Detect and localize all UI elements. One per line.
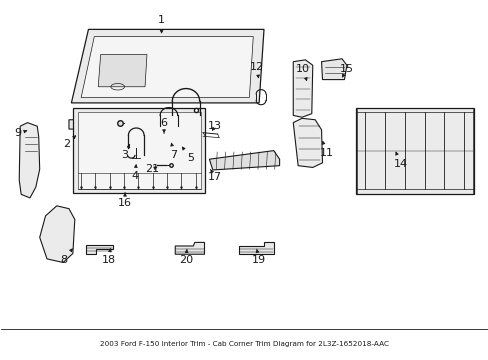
Text: 4: 4 bbox=[131, 165, 138, 181]
Text: 19: 19 bbox=[251, 249, 265, 265]
Polygon shape bbox=[19, 123, 40, 198]
Text: 13: 13 bbox=[208, 121, 222, 131]
Text: 14: 14 bbox=[393, 152, 407, 169]
Polygon shape bbox=[78, 112, 200, 189]
Polygon shape bbox=[40, 206, 75, 262]
Polygon shape bbox=[98, 54, 147, 87]
Text: 6: 6 bbox=[160, 118, 167, 133]
Polygon shape bbox=[86, 245, 113, 253]
Text: 2: 2 bbox=[63, 136, 76, 149]
Text: 20: 20 bbox=[179, 249, 193, 265]
Polygon shape bbox=[321, 59, 346, 80]
Text: 3: 3 bbox=[122, 144, 129, 160]
Polygon shape bbox=[175, 242, 204, 254]
Text: 17: 17 bbox=[208, 169, 222, 182]
Polygon shape bbox=[355, 108, 473, 194]
Polygon shape bbox=[69, 120, 114, 129]
Text: 11: 11 bbox=[319, 141, 333, 158]
Text: 18: 18 bbox=[102, 249, 116, 265]
Text: 8: 8 bbox=[61, 249, 72, 265]
Polygon shape bbox=[71, 30, 264, 103]
Text: 10: 10 bbox=[295, 64, 309, 81]
Text: 9: 9 bbox=[14, 129, 27, 138]
Text: 16: 16 bbox=[118, 193, 132, 208]
Polygon shape bbox=[293, 118, 322, 167]
Polygon shape bbox=[209, 150, 279, 170]
Text: 15: 15 bbox=[339, 64, 353, 77]
Text: 21: 21 bbox=[144, 164, 159, 174]
Text: 5: 5 bbox=[182, 147, 194, 163]
Polygon shape bbox=[81, 37, 253, 98]
Polygon shape bbox=[293, 60, 312, 117]
Polygon shape bbox=[73, 108, 205, 193]
Text: 12: 12 bbox=[249, 62, 263, 78]
Text: 1: 1 bbox=[158, 15, 165, 33]
Text: 2003 Ford F-150 Interior Trim - Cab Corner Trim Diagram for 2L3Z-1652018-AAC: 2003 Ford F-150 Interior Trim - Cab Corn… bbox=[100, 341, 388, 347]
Polygon shape bbox=[73, 122, 110, 127]
Polygon shape bbox=[238, 242, 273, 253]
Text: 7: 7 bbox=[170, 143, 177, 160]
